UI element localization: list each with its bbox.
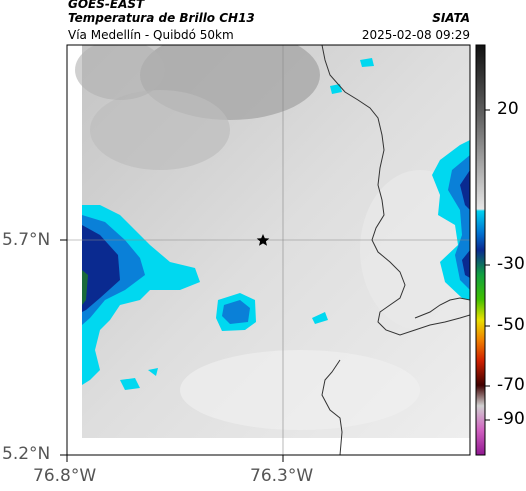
star-icon — [256, 234, 270, 246]
map-frame — [66, 44, 471, 456]
lat-tick-5.7: 5.7°N — [2, 230, 51, 250]
colorbar-tick-m50: -50 — [497, 315, 525, 335]
lon-tick-76.3: 76.3°W — [250, 466, 314, 486]
colorbar — [475, 44, 486, 456]
colorbar-tick-m70: -70 — [497, 375, 525, 395]
colorbar-tick-20: 20 — [497, 99, 519, 119]
river-line — [321, 359, 343, 455]
lat-tick-5.2: 5.2°N — [2, 444, 51, 464]
colorbar-tick-m90: -90 — [497, 409, 525, 429]
datetime-label: 2025-02-08 09:29 — [361, 28, 470, 42]
satellite-title: GOES-EAST — [68, 0, 145, 11]
region-label: Vía Medellín - Quibdó 50km — [68, 28, 234, 42]
border-line — [414, 297, 470, 319]
colorbar-tick-m30: -30 — [497, 254, 525, 274]
map-area — [67, 45, 470, 455]
product-title: Temperatura de Brillo CH13 — [68, 11, 255, 25]
agency-label: SIATA — [432, 11, 470, 25]
coastline — [321, 45, 470, 336]
lon-tick-76.8: 76.8°W — [33, 466, 97, 486]
